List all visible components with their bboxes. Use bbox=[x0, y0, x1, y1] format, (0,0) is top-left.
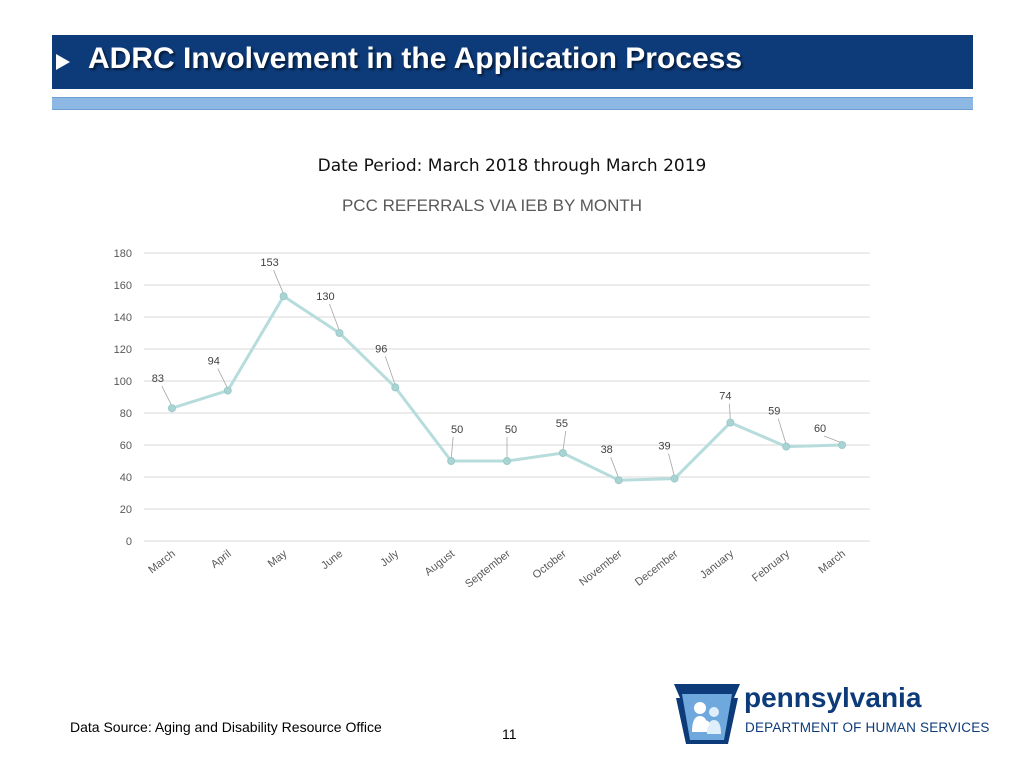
data-label: 130 bbox=[316, 291, 334, 303]
x-tick-label: September bbox=[463, 548, 513, 591]
data-label: 50 bbox=[451, 424, 463, 436]
data-point bbox=[838, 441, 847, 449]
data-point bbox=[558, 449, 567, 457]
x-tick-label: January bbox=[698, 548, 737, 582]
title-bar: ADRC Involvement in the Application Proc… bbox=[52, 35, 973, 89]
data-label-leader bbox=[728, 403, 731, 421]
data-label-leader bbox=[384, 356, 396, 386]
data-point bbox=[726, 418, 735, 427]
page-number: 11 bbox=[502, 726, 517, 742]
data-point bbox=[670, 474, 679, 483]
x-tick-label: May bbox=[266, 548, 290, 571]
logo-wordmark: pennsylvania bbox=[744, 682, 922, 713]
data-label-leader bbox=[161, 386, 173, 407]
y-tick-label: 40 bbox=[120, 472, 132, 484]
data-label-leader bbox=[610, 457, 620, 479]
x-tick-label: February bbox=[750, 548, 792, 585]
y-tick-label: 80 bbox=[120, 408, 132, 420]
y-tick-label: 140 bbox=[114, 312, 132, 324]
title-arrow-icon bbox=[56, 54, 70, 70]
data-label: 60 bbox=[814, 423, 826, 435]
data-point bbox=[447, 457, 456, 465]
accent-bar bbox=[52, 97, 973, 110]
data-label: 59 bbox=[768, 406, 780, 418]
data-label-leader bbox=[668, 453, 675, 477]
data-label: 55 bbox=[556, 418, 568, 430]
x-tick-label: August bbox=[423, 548, 457, 579]
x-tick-label: October bbox=[530, 548, 568, 582]
data-point bbox=[391, 383, 400, 392]
date-period-subtitle: Date Period: March 2018 through March 20… bbox=[317, 156, 707, 176]
y-tick-label: 160 bbox=[114, 280, 132, 292]
data-point bbox=[782, 442, 791, 451]
data-label-leader bbox=[823, 435, 843, 444]
data-label-leader bbox=[273, 270, 284, 295]
data-label: 83 bbox=[152, 373, 164, 385]
data-point bbox=[503, 457, 511, 465]
x-tick-label: April bbox=[209, 548, 234, 571]
logo-department: DEPARTMENT OF HUMAN SERVICES bbox=[745, 720, 990, 735]
x-tick-label: June bbox=[319, 548, 345, 572]
slide-title: ADRC Involvement in the Application Proc… bbox=[88, 42, 743, 75]
data-label: 94 bbox=[208, 356, 220, 368]
data-point bbox=[167, 404, 176, 413]
y-tick-label: 20 bbox=[120, 504, 132, 516]
y-tick-label: 0 bbox=[126, 536, 132, 548]
y-tick-label: 60 bbox=[120, 440, 132, 452]
data-label-leader bbox=[562, 430, 567, 452]
chart-title: PCC REFERRALS VIA IEB BY MONTH bbox=[341, 196, 643, 215]
data-point bbox=[335, 329, 344, 337]
data-label-leader bbox=[777, 418, 787, 445]
x-tick-label: November bbox=[577, 548, 625, 589]
x-tick-label: March bbox=[146, 548, 177, 576]
y-tick-label: 180 bbox=[114, 248, 132, 260]
data-label-leader bbox=[217, 368, 229, 389]
data-point bbox=[279, 292, 288, 301]
x-tick-label: December bbox=[633, 548, 681, 589]
x-tick-label: March bbox=[816, 548, 847, 576]
data-point bbox=[223, 386, 232, 395]
data-source-footer: Data Source: Aging and Disability Resour… bbox=[70, 719, 382, 735]
data-label: 153 bbox=[260, 257, 278, 269]
y-tick-label: 100 bbox=[114, 376, 132, 388]
data-label: 96 bbox=[375, 343, 387, 355]
pennsylvania-dhs-logo: pennsylvania DEPARTMENT OF HUMAN SERVICE… bbox=[672, 680, 992, 750]
keystone-family-icon bbox=[674, 684, 740, 744]
data-label: 38 bbox=[601, 444, 613, 456]
data-point bbox=[614, 476, 623, 485]
data-label-leader bbox=[329, 303, 340, 332]
x-tick-label: July bbox=[378, 548, 401, 570]
data-label-leader bbox=[450, 436, 454, 460]
data-label: 39 bbox=[658, 441, 670, 453]
y-tick-label: 120 bbox=[114, 344, 132, 356]
data-label: 50 bbox=[505, 424, 517, 436]
data-label: 74 bbox=[719, 391, 731, 403]
